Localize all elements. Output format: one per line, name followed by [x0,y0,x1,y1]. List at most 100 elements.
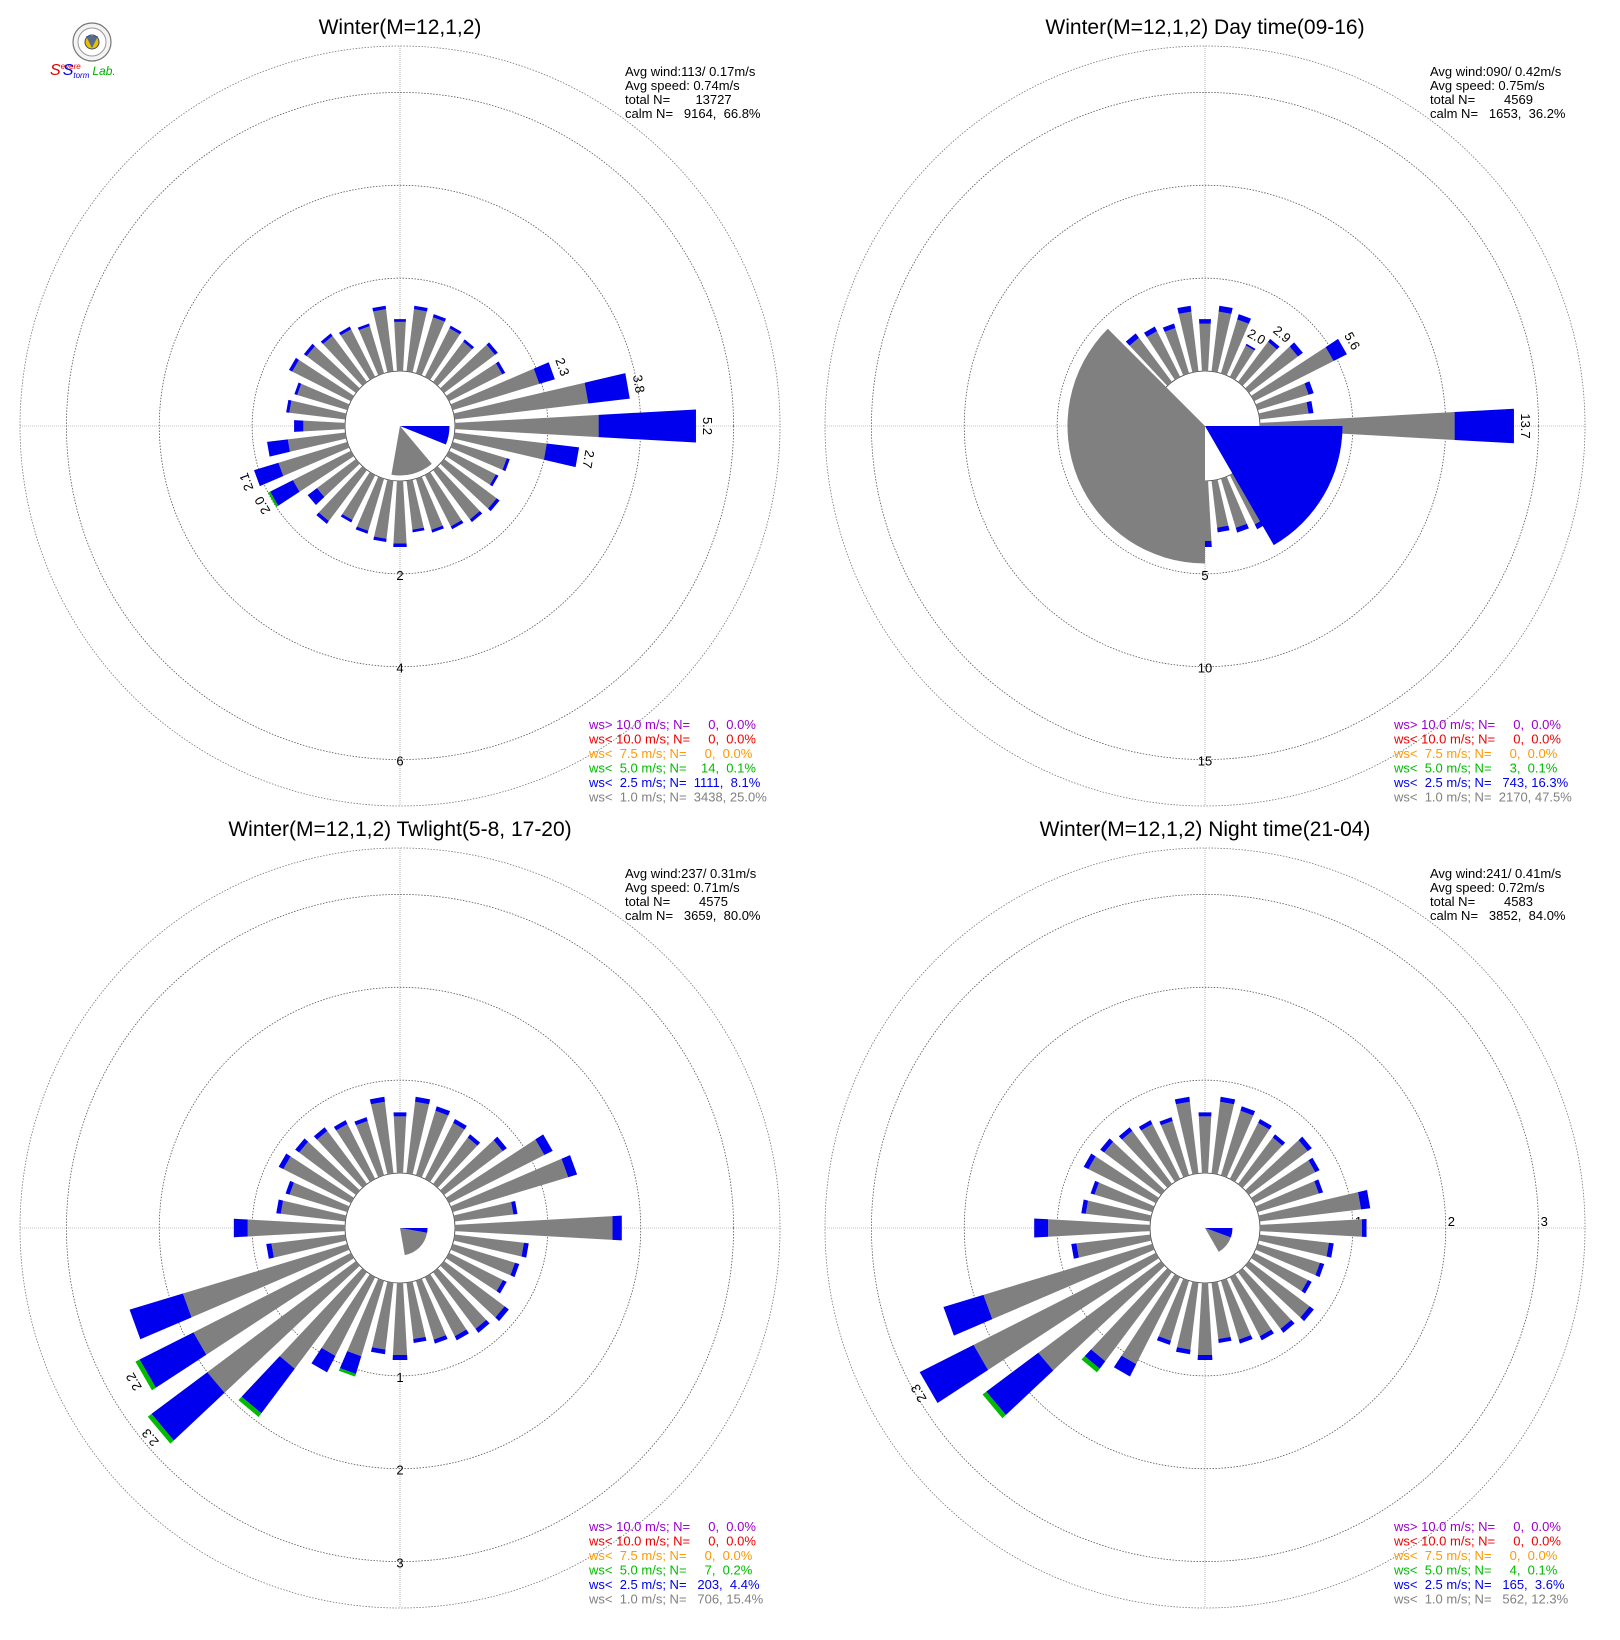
ring-label: 3 [1541,1214,1548,1229]
spoke-gray-330 [336,1123,376,1182]
spoke-blue-170 [413,1336,427,1343]
spoke-gray-0 [1199,323,1211,372]
spoke-gray-190 [374,479,394,539]
spoke-gray-140 [432,1268,487,1329]
spoke-gray-70 [450,1158,569,1213]
spoke-blue-0 [393,1112,407,1117]
spoke-gray-30 [424,1122,465,1182]
spoke-blue-150 [450,520,464,530]
spoke-blue-350 [369,1096,385,1105]
spoke-blue-10 [1220,1096,1236,1105]
spoke-blue-270 [233,1218,248,1238]
spoke-gray-60 [1251,1160,1316,1204]
ring-label: 15 [1198,754,1212,769]
calm-sector-gray [400,1228,428,1256]
spoke-blue-300 [278,1153,291,1170]
spoke-gray-100 [453,432,547,460]
spoke-blue-330 [1143,326,1158,338]
spoke-blue-180 [392,1354,408,1360]
spoke-gray-320 [1129,337,1173,386]
spoke-blue-10 [415,1096,431,1105]
spoke-value-label: 2.2 [123,1370,145,1393]
spoke-blue-210 [340,514,353,523]
spoke-gray-170 [1211,1281,1231,1340]
spoke-gray-290 [297,383,350,411]
spoke-gray-330 [1146,331,1181,380]
spoke-blue-220 [316,512,329,524]
wind-rose-panel-3: 1 2 3 2.3 2.2 Winter(M=12,1,2) Twlight(5-8, 1… [19,818,781,1609]
spoke-gray-280 [289,400,347,420]
spoke-gray-160 [415,1278,446,1340]
spoke-blue-110 [1315,1262,1325,1278]
spoke-gray-210 [342,472,376,521]
spoke-gray-160 [415,476,443,530]
logo-part-1: S [50,62,61,79]
spoke-value-label: 2.7 [580,449,598,469]
spoke-gray-310 [306,346,360,394]
calm-sector-blue [1205,426,1343,546]
spoke-gray-250 [182,1243,350,1318]
spoke-gray-30 [1229,1122,1270,1182]
spoke-blue-240 [139,1332,207,1388]
spoke-blue-100 [543,443,580,468]
spoke-blue-90 [612,1215,622,1241]
spoke-blue-80 [1306,401,1314,414]
spoke-gray-60 [446,1139,545,1204]
spoke-gray-190 [372,1281,394,1350]
spoke-gray-70 [1255,1181,1319,1213]
ring-label: 10 [1198,661,1212,676]
spoke-blue-30 [453,1119,467,1130]
spoke-gray-130 [1245,1260,1310,1318]
spoke-gray-50 [440,344,496,394]
spoke-blue-250 [129,1293,192,1340]
ring-label: 2 [396,1463,403,1478]
spoke-blue-170 [1218,1336,1232,1343]
logo-part-2: evere [60,62,81,71]
calm-sector-blue [1205,1228,1233,1238]
spoke-gray-130 [440,1260,505,1318]
spoke-blue-170 [412,527,425,533]
legend-entry-gt10: ws> 10.0 m/s; N= 0, 0.0% [588,1519,756,1534]
spoke-blue-280 [286,399,292,413]
spoke-blue-320 [313,1127,328,1140]
wind-rose-panel-1: 2462.33.85.22.72.02.1Winter(M=12,1,2)Avg… [19,16,781,807]
spoke-blue-260 [267,439,290,457]
stats-line: total N= 4569 [1430,92,1533,107]
spoke-blue-190 [1175,1347,1191,1355]
spoke-gray-40 [1237,1137,1283,1188]
spoke-gray-90 [454,414,599,438]
stats-line: Avg speed: 0.72m/s [1430,880,1545,895]
legend-entry-lt10: ws< 10.0 m/s; N= 0, 0.0% [588,1534,756,1549]
legend-entry-lt10: ws< 10.0 m/s; N= 0, 0.0% [588,732,756,747]
spoke-gray-10 [1211,311,1232,373]
spoke-blue-20 [1240,1106,1256,1116]
spoke-blue-50 [1298,1136,1312,1152]
spoke-gray-310 [299,1141,360,1196]
spoke-blue-320 [320,333,333,344]
spoke-gray-10 [406,309,427,373]
spoke-green-240 [268,491,279,507]
spoke-gray-320 [316,1130,368,1188]
legend-entry-lt75: ws< 7.5 m/s; N= 0, 0.0% [1393,746,1558,761]
spoke-blue-30 [449,325,462,335]
spoke-blue-330 [338,326,352,336]
spoke-blue-340 [1162,323,1176,332]
ring-label: 4 [396,661,403,676]
spoke-blue-30 [1258,1119,1272,1130]
spoke-gray-320 [322,335,368,386]
spoke-blue-260 [1071,1243,1079,1259]
ring-label: 2 [396,568,403,583]
spoke-blue-240 [919,1344,989,1404]
spoke-gray-210 [1121,1274,1181,1365]
logo-part-4: torm [73,71,90,80]
spoke-blue-70 [533,362,555,384]
spoke-gray-80 [453,1201,514,1222]
grid-ring [66,894,734,1562]
spoke-gray-180 [392,1282,408,1355]
calm-sector-blue [400,426,450,445]
stats-line: calm N= 3659, 80.0% [625,908,761,923]
outer-ring [824,45,1586,807]
spoke-gray-50 [440,1140,503,1196]
